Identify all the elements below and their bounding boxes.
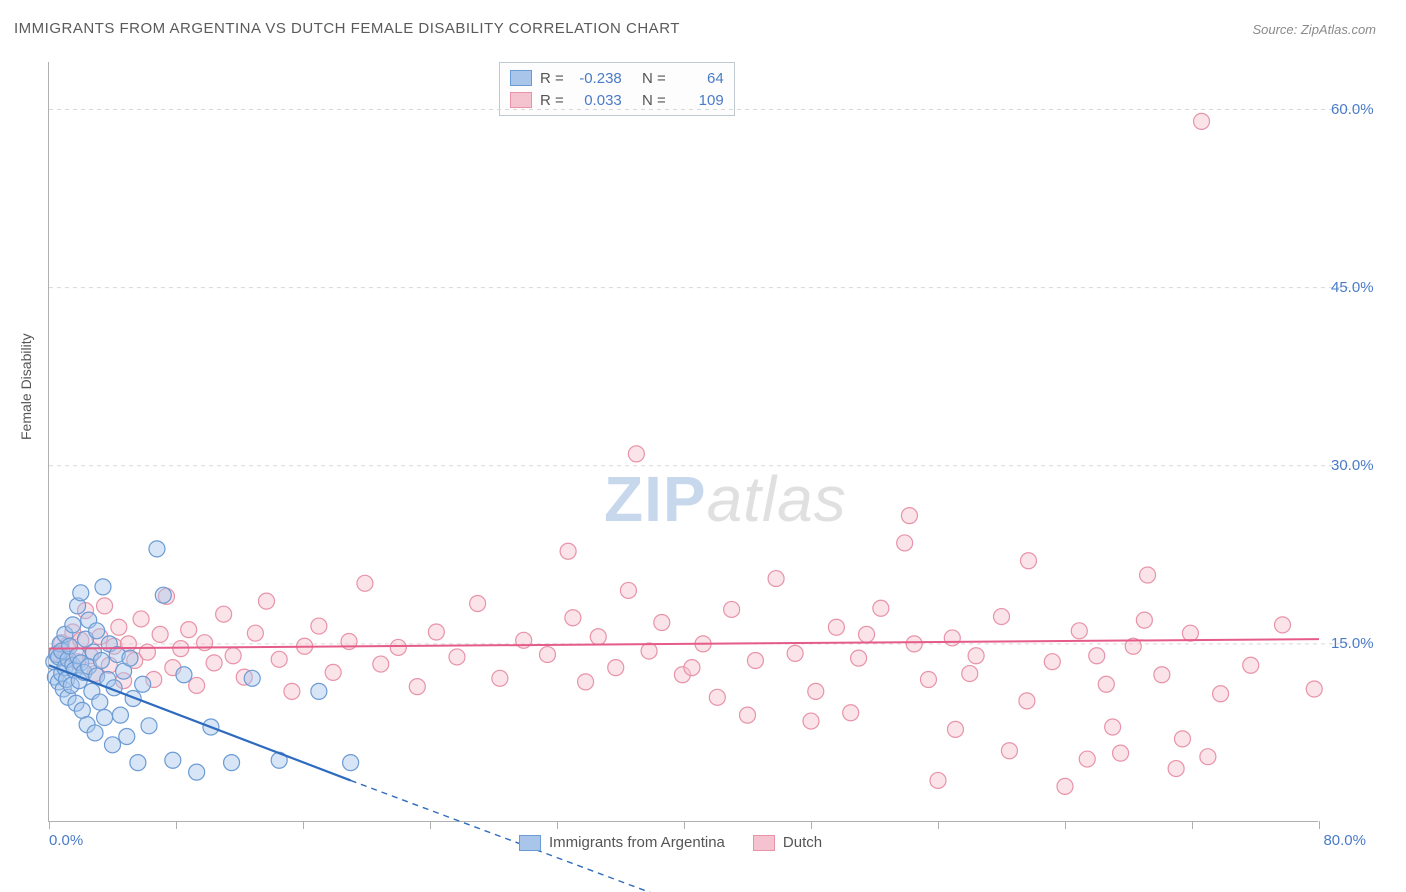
x-axis-max-label: 80.0% (1323, 832, 1366, 849)
x-tick (811, 821, 812, 829)
x-axis-min-label: 0.0% (49, 832, 83, 849)
x-tick (1192, 821, 1193, 829)
series-legend: Immigrants from Argentina Dutch (519, 834, 822, 851)
x-tick (176, 821, 177, 829)
x-tick (430, 821, 431, 829)
x-tick (49, 821, 50, 829)
x-tick (557, 821, 558, 829)
series-label: Immigrants from Argentina (549, 834, 725, 851)
x-tick (684, 821, 685, 829)
y-tick-label: 15.0% (1331, 635, 1374, 652)
x-tick (938, 821, 939, 829)
y-tick-label: 60.0% (1331, 101, 1374, 118)
y-axis-title: Female Disability (18, 333, 34, 440)
legend-swatch-b (753, 835, 775, 851)
y-tick-label: 30.0% (1331, 457, 1374, 474)
x-tick (303, 821, 304, 829)
x-tick (1319, 821, 1320, 829)
x-tick (1065, 821, 1066, 829)
series-legend-item: Immigrants from Argentina (519, 834, 725, 851)
plot-area: ZIPatlas R = -0.238 N = 64 R = 0.033 N =… (48, 62, 1318, 822)
chart-title: IMMIGRANTS FROM ARGENTINA VS DUTCH FEMAL… (14, 20, 680, 37)
series-label: Dutch (783, 834, 822, 851)
series-legend-item: Dutch (753, 834, 822, 851)
y-tick-label: 45.0% (1331, 279, 1374, 296)
source-attribution: Source: ZipAtlas.com (1252, 22, 1376, 37)
legend-swatch-a (519, 835, 541, 851)
chart-svg (49, 62, 1319, 822)
